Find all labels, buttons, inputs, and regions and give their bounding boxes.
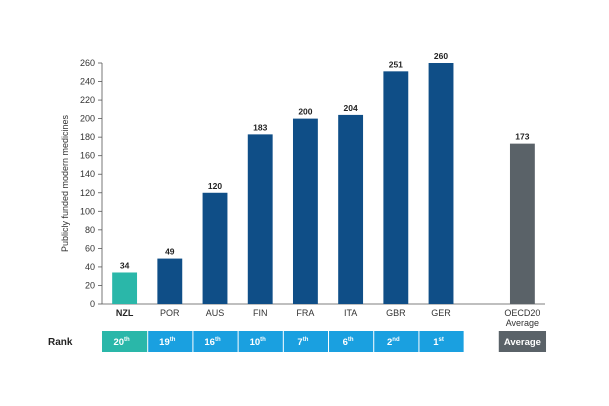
- y-tick-label: 0: [90, 299, 95, 309]
- bars-group: [112, 63, 535, 305]
- y-tick-label: 240: [80, 77, 95, 87]
- rank-cell-text: 19th: [159, 337, 176, 348]
- data-label: 260: [434, 51, 448, 61]
- y-tick-label: 200: [80, 114, 95, 124]
- bar-ger: [428, 63, 454, 304]
- data-label: 251: [389, 59, 403, 69]
- y-tick-label: 20: [85, 280, 95, 290]
- y-tick-label: 260: [80, 58, 95, 68]
- x-tick-label: ITA: [344, 308, 357, 318]
- rank-cell-text: 6th: [343, 337, 354, 348]
- bar-por: [157, 258, 183, 304]
- data-label: 173: [515, 132, 529, 142]
- bar-aus: [202, 192, 228, 304]
- x-tick-label: Average: [506, 318, 539, 328]
- x-tick-label: POR: [160, 308, 180, 318]
- bar-fra: [292, 118, 318, 304]
- data-label: 49: [165, 247, 175, 257]
- bar-gbr: [383, 71, 409, 304]
- data-label: 200: [298, 107, 312, 117]
- y-tick-label: 140: [80, 169, 95, 179]
- y-axis-label: Publicly funded modern medicines: [60, 114, 70, 252]
- value-labels-group: 34 49 120 183 200 204 251 260 173: [120, 51, 530, 270]
- rank-cell: [148, 331, 193, 352]
- x-tick-label: OECD20: [504, 308, 540, 318]
- data-label: 120: [208, 181, 222, 191]
- y-tick-label: 220: [80, 95, 95, 105]
- bar-oecd20-average: [509, 143, 535, 304]
- y-tick-label: 40: [85, 262, 95, 272]
- rank-cell-text: 2nd: [387, 337, 400, 348]
- y-tick-label: 120: [80, 188, 95, 198]
- data-label: 204: [344, 103, 358, 113]
- rank-cell: [374, 331, 419, 352]
- x-tick-label: FRA: [296, 308, 314, 318]
- rank-row-label: Rank: [48, 337, 73, 348]
- x-tick-label: GER: [431, 308, 451, 318]
- y-axis: 0 20 40 60 80 100 120 140 160 180 200 220 240 260: [80, 58, 102, 309]
- y-tick-label: 180: [80, 132, 95, 142]
- rank-cell: [498, 331, 547, 352]
- rank-cell-text: 10th: [250, 337, 267, 348]
- rank-cell: [193, 331, 238, 352]
- x-tick-label: AUS: [206, 308, 225, 318]
- rank-cell-text: 16th: [204, 337, 221, 348]
- x-tick-label: FIN: [253, 308, 268, 318]
- y-tick-label: 160: [80, 151, 95, 161]
- x-tick-label: GBR: [386, 308, 406, 318]
- rank-cell-text: 1st: [433, 337, 444, 348]
- rank-cell: [102, 331, 148, 352]
- rank-row: Rank 20th 19th 16th 10th 7th 6th 2nd 1st Average: [48, 331, 547, 352]
- rank-cell-text: 20th: [113, 337, 130, 348]
- data-label: 183: [253, 122, 267, 132]
- bar-ita: [338, 114, 364, 305]
- rank-cell-text: Average: [504, 337, 541, 348]
- bar-nzl: [112, 272, 138, 304]
- y-tick-label: 100: [80, 206, 95, 216]
- rank-cell: [329, 331, 374, 352]
- rank-cell-text: 7th: [297, 337, 308, 348]
- rank-cell: [238, 331, 283, 352]
- rank-cell: [419, 331, 464, 352]
- rank-cell: [283, 331, 329, 352]
- bar-fin: [247, 134, 273, 304]
- y-tick-label: 80: [85, 225, 95, 235]
- x-tick-label: NZL: [116, 308, 134, 318]
- data-label: 34: [120, 260, 130, 270]
- y-tick-label: 60: [85, 243, 95, 253]
